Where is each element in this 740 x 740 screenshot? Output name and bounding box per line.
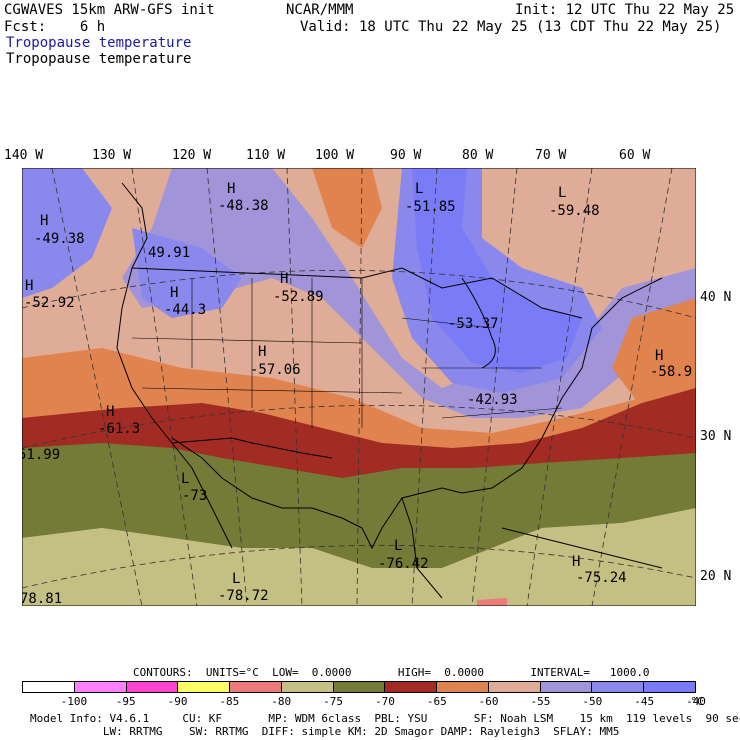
colorbar-swatch — [178, 682, 231, 692]
center-letter: L — [558, 185, 566, 201]
center-value: 49.91 — [148, 245, 190, 261]
center-letter: H — [227, 181, 235, 197]
colorbar — [22, 681, 696, 693]
valid-time: Valid: 18 UTC Thu 22 May 25 (13 CDT Thu … — [300, 19, 722, 35]
lon-label: 100 W — [315, 148, 355, 163]
pressure-centers: H -48.38 L -51.85 L -59.48 H -49.38 49.9… — [22, 181, 692, 606]
center-letter: H — [25, 278, 33, 294]
colorbar-swatch — [126, 682, 179, 692]
colorbar-tick-label: -70 — [374, 695, 395, 708]
center-letter: H — [170, 285, 178, 301]
band--70 — [22, 443, 696, 568]
colorbar-swatch — [488, 682, 541, 692]
lon-label: 140 W — [4, 148, 44, 163]
band--40 — [412, 168, 582, 373]
band--60 — [612, 298, 696, 408]
center-letter: H — [572, 554, 580, 570]
contours-info: CONTOURS: UNITS=°C LOW= 0.0000 HIGH= 0.0… — [133, 666, 650, 679]
lon-label: 60 W — [619, 148, 651, 163]
center-value: -44.3 — [164, 302, 206, 318]
colorbar-tick-label: -75 — [323, 695, 343, 708]
colorbar-swatch — [385, 682, 438, 692]
center-letter: H — [655, 348, 663, 364]
graticule — [22, 168, 696, 606]
center-letter: L — [181, 471, 189, 487]
center-letter: H — [280, 271, 288, 287]
lon-label: 80 W — [462, 148, 494, 163]
colorbar-swatch — [540, 682, 593, 692]
lon-label: 90 W — [390, 148, 422, 163]
state-borders — [131, 278, 563, 428]
center-letter: L — [415, 181, 423, 197]
colorbar-tick-label: -45 — [634, 695, 655, 708]
band--75 — [22, 508, 696, 606]
colorbar-tick-label: -65 — [426, 695, 447, 708]
organization: NCAR/MMM — [286, 2, 354, 18]
band--45 — [132, 228, 242, 318]
center-letter: L — [394, 538, 402, 554]
colorbar-swatch — [230, 682, 282, 692]
colorbar-swatch — [437, 682, 489, 692]
colorbar-swatch — [23, 682, 75, 692]
colorbar-tick-label: -60 — [478, 695, 499, 708]
lon-label: 130 W — [92, 148, 132, 163]
center-value: -52.92 — [24, 295, 75, 311]
model-info-line2: LW: RRTMG SW: RRTMG DIFF: simple KM: 2D … — [30, 725, 620, 738]
band--50 — [122, 168, 696, 418]
center-value: -58.9 — [650, 364, 692, 380]
colorbar-swatch — [74, 682, 127, 692]
center-value: -59.48 — [549, 203, 600, 219]
lon-label: 70 W — [535, 148, 567, 163]
colorbar-tick-label: -100 — [60, 695, 88, 708]
init-time: Init: 12 UTC Thu 22 May 25 — [515, 2, 735, 18]
colorbar-tick-label: -80 — [271, 695, 292, 708]
colorbar-swatch — [333, 682, 386, 692]
band--60 — [312, 168, 382, 248]
center-value: -48.38 — [218, 198, 269, 214]
lon-label: 120 W — [172, 148, 212, 163]
field-title: Tropopause temperature — [6, 35, 192, 51]
band--45 — [22, 168, 112, 298]
forecast-hour: Fcst: 6 h — [4, 19, 106, 35]
colorbar-tick-label: -55 — [530, 695, 551, 708]
field-subtitle: Tropopause temperature — [6, 51, 192, 67]
center-value: 51.99 — [22, 447, 60, 463]
center-value: -49.38 — [34, 231, 85, 247]
center-value: -73 — [182, 488, 207, 504]
center-letter: H — [106, 404, 114, 420]
center-value: -52.89 — [273, 289, 324, 305]
center-letter: H — [258, 344, 266, 360]
center-value: -78.72 — [218, 588, 269, 604]
colorbar-unit: °C — [690, 695, 704, 708]
center-value: -53.37 — [448, 316, 499, 332]
center-letter: L — [232, 571, 240, 587]
model-title: CGWAVES 15km ARW-GFS init — [4, 2, 215, 18]
center-value: 78.81 — [22, 591, 62, 606]
colorbar-tick-label: -40 — [686, 695, 706, 708]
colorbar-tick-label: -95 — [115, 695, 136, 708]
lat-label: 30 N — [700, 429, 732, 444]
tropopause-temperature-map: H -48.38 L -51.85 L -59.48 H -49.38 49.9… — [22, 168, 696, 606]
lat-label: 20 N — [700, 569, 732, 584]
colorbar-tick-label: -85 — [219, 695, 240, 708]
center-value: -42.93 — [467, 392, 518, 408]
center-value: -51.85 — [405, 199, 456, 215]
colorbar-swatch — [644, 682, 695, 692]
center-letter: H — [40, 213, 48, 229]
lon-label: 110 W — [246, 148, 286, 163]
colorbar-tick-label: -50 — [582, 695, 603, 708]
model-info-line1: Model Info: V4.6.1 CU: KF MP: WDM 6class… — [30, 712, 740, 725]
colorbar-swatch — [592, 682, 645, 692]
center-value: -75.24 — [576, 570, 627, 586]
center-value: -61.3 — [98, 421, 140, 437]
colorbar-swatch — [281, 682, 334, 692]
lat-label: 40 N — [700, 290, 732, 305]
band--80 — [477, 598, 507, 606]
colorbar-tick-label: -90 — [167, 695, 188, 708]
center-value: -76.42 — [378, 556, 429, 572]
center-value: -57.06 — [250, 362, 301, 378]
